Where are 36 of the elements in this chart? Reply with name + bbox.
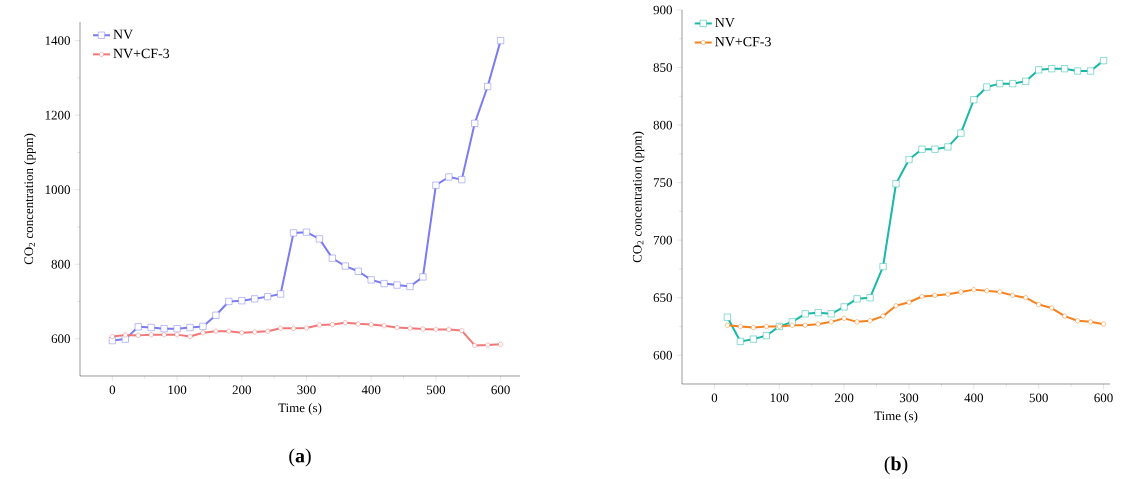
y-tick-label: 1000 bbox=[45, 185, 70, 195]
x-tick-label: 200 bbox=[834, 393, 854, 403]
x-tick-label: 100 bbox=[770, 393, 789, 403]
x-axis-title: Time (s) bbox=[278, 403, 322, 415]
legend-label: NV bbox=[113, 29, 133, 40]
x-tick-label: 400 bbox=[361, 385, 381, 395]
x-axis-title: Time (s) bbox=[874, 411, 918, 423]
y-tick-label: 700 bbox=[653, 235, 672, 245]
x-tick-label: 500 bbox=[426, 385, 446, 395]
x-tick-label: 100 bbox=[168, 385, 187, 395]
y-axis-title: CO$_{2}$ concentration (ppm) bbox=[632, 131, 645, 263]
y-tick-label: 800 bbox=[653, 120, 672, 130]
y-tick-label: 650 bbox=[653, 293, 672, 303]
x-tick-label: 600 bbox=[491, 385, 510, 395]
x-tick-label: 300 bbox=[899, 393, 919, 403]
legend-label: NV+CF-3 bbox=[113, 48, 170, 59]
x-tick-label: 300 bbox=[297, 385, 316, 395]
legend-label: NV bbox=[715, 17, 735, 28]
y-tick-label: 600 bbox=[51, 334, 70, 344]
x-tick-label: 600 bbox=[1094, 393, 1113, 403]
y-tick-label: 850 bbox=[653, 63, 672, 72]
text: (b) bbox=[884, 456, 908, 475]
y-tick-label: 750 bbox=[653, 178, 672, 188]
legend-label: NV+CF-3 bbox=[715, 37, 771, 47]
y-tick-label: 1200 bbox=[45, 110, 70, 120]
y-tick-label: 600 bbox=[653, 350, 672, 360]
x-tick-label: 500 bbox=[1029, 393, 1048, 403]
x-tick-label: 0 bbox=[711, 393, 718, 403]
x-tick-label: 200 bbox=[232, 385, 251, 395]
y-tick-label: 800 bbox=[51, 259, 70, 269]
text: (a) bbox=[289, 448, 311, 467]
y-tick-label: 900 bbox=[653, 5, 672, 15]
y-axis-title: CO$_{2}$ concentration (ppm) bbox=[24, 133, 36, 265]
y-tick-label: 1400 bbox=[45, 36, 70, 46]
x-tick-label: 400 bbox=[964, 393, 984, 403]
x-tick-label: 0 bbox=[109, 385, 116, 395]
